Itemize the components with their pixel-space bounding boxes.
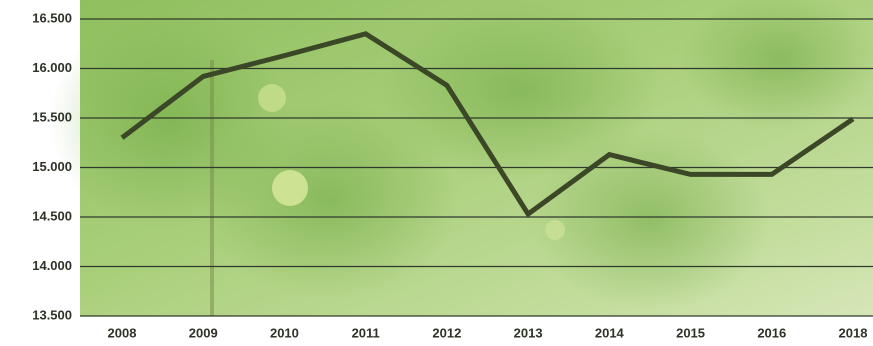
y-tick-label: 13.500 [32, 307, 72, 322]
y-tick-label: 14.000 [32, 258, 72, 273]
data-line [120, 31, 855, 218]
x-tick-label: 2009 [189, 325, 218, 340]
x-tick-label: 2016 [757, 325, 786, 340]
y-tick-label: 16.000 [32, 60, 72, 75]
x-tick-label: 2011 [352, 325, 380, 340]
y-tick-label: 15.000 [32, 159, 72, 174]
x-tick-label: 2013 [514, 325, 543, 340]
x-tick-label: 2014 [595, 325, 625, 340]
y-tick-label: 15.500 [32, 109, 72, 124]
x-tick-label: 2012 [432, 325, 461, 340]
y-tick-label: 16.500 [32, 10, 72, 25]
background-photo [50, 0, 873, 316]
y-tick-label: 14.500 [32, 208, 72, 223]
x-tick-label: 2018 [839, 325, 868, 340]
x-tick-label: 2010 [270, 325, 299, 340]
x-tick-label: 2008 [108, 325, 137, 340]
x-tick-label: 2015 [676, 325, 705, 340]
